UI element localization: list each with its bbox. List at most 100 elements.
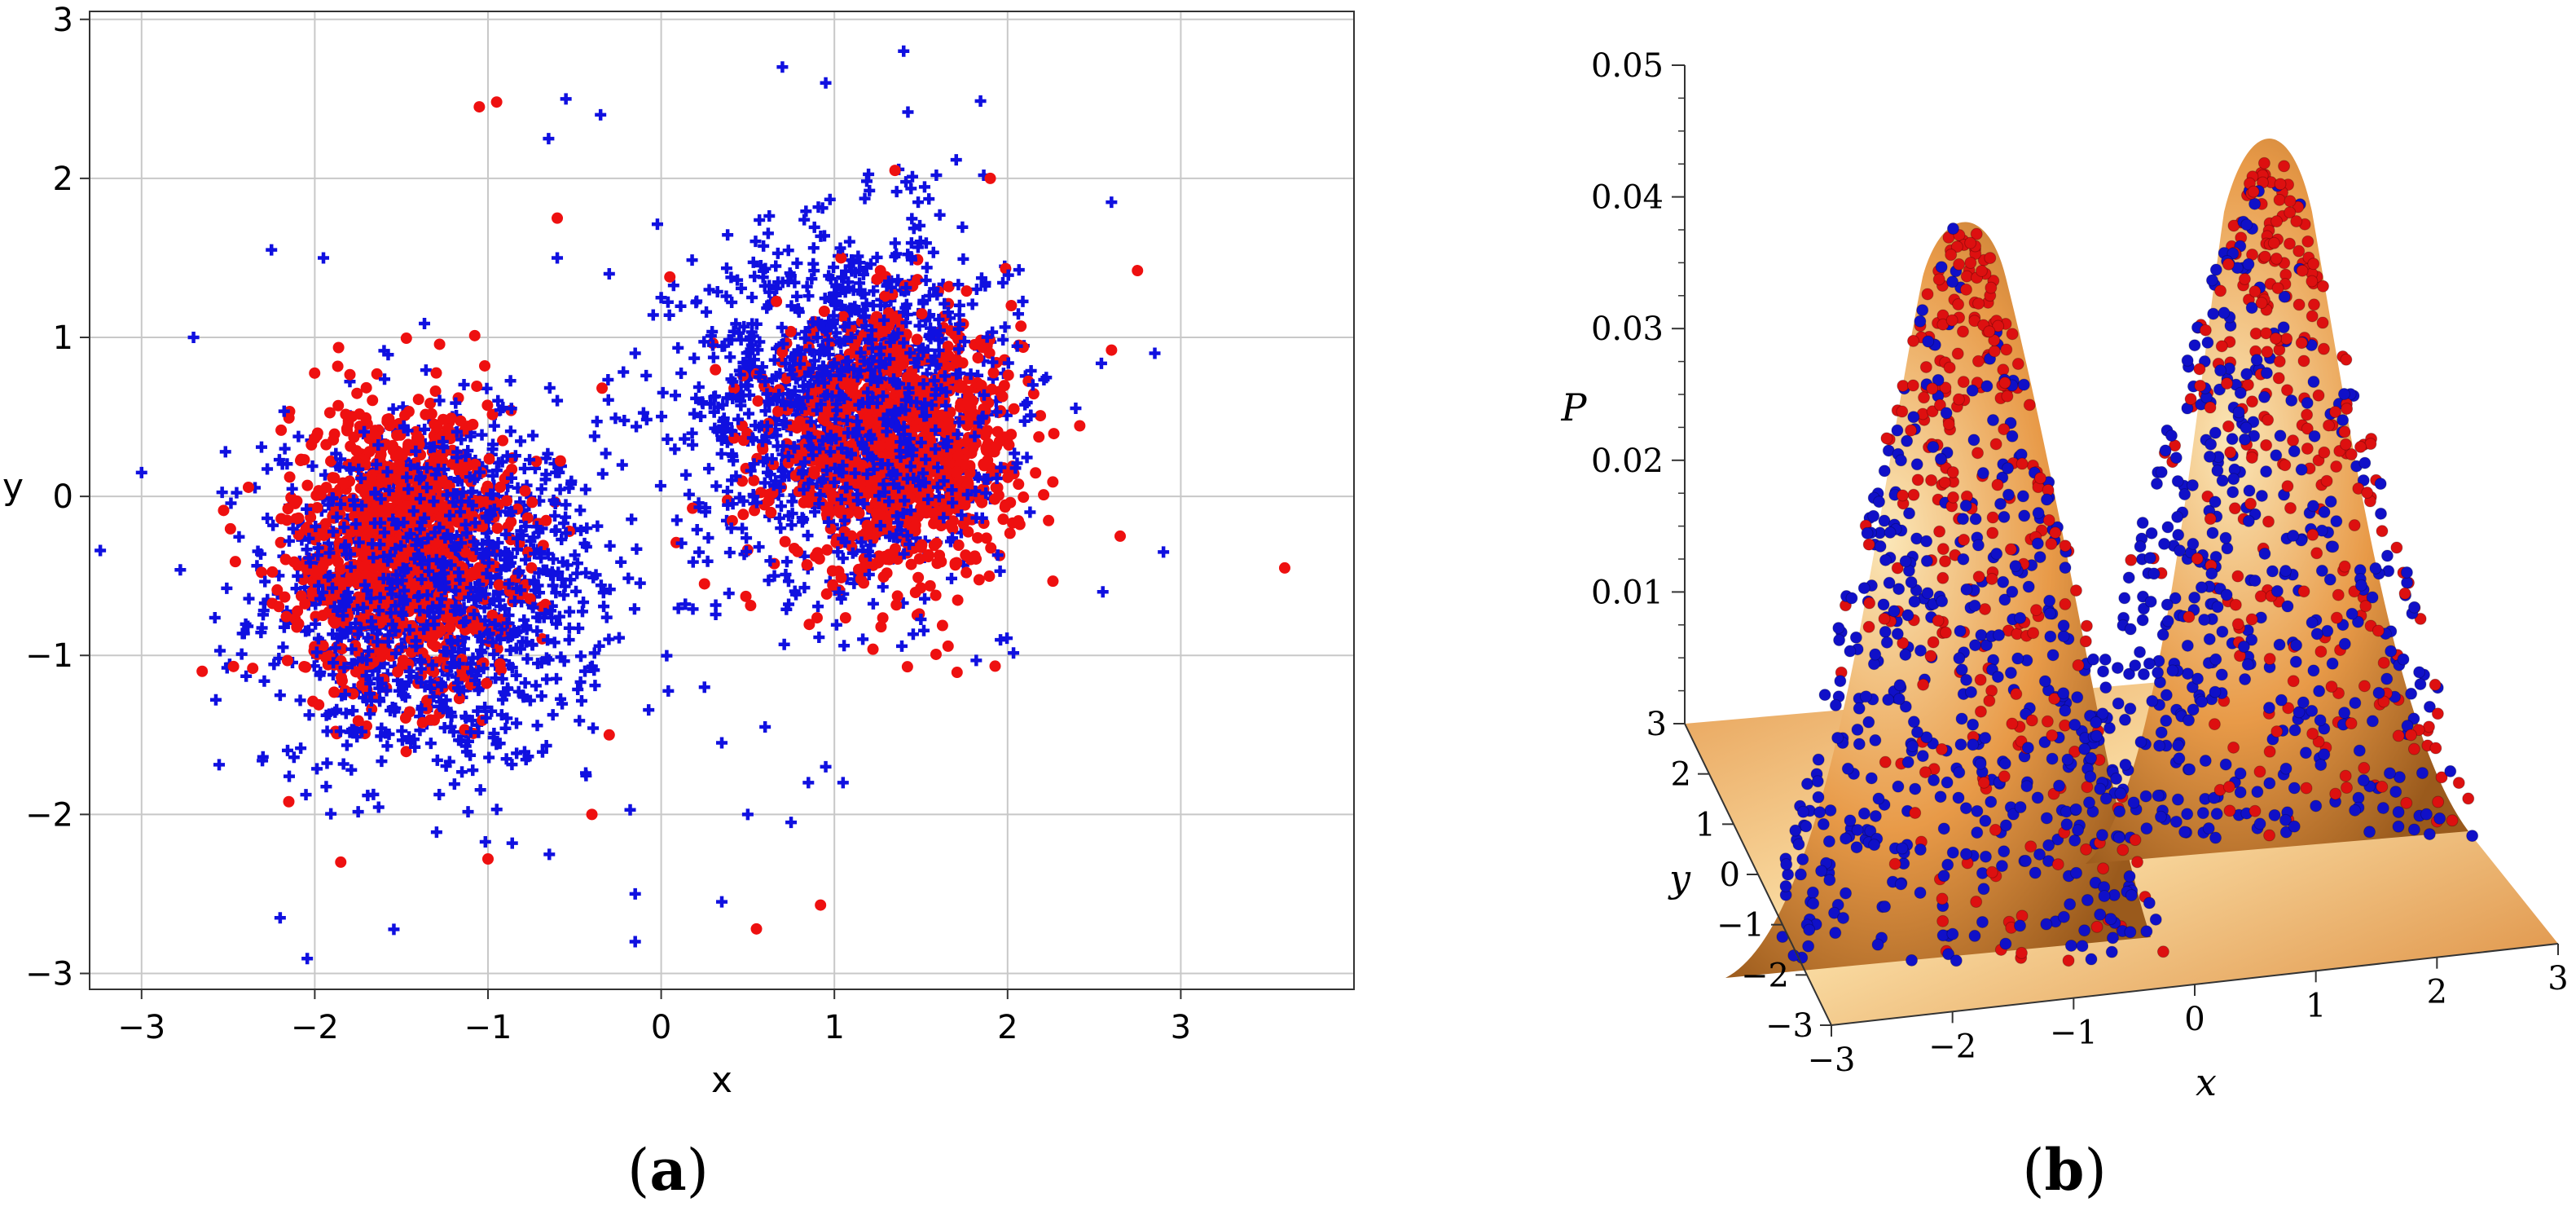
blue-plus-point [502, 559, 514, 571]
red-dot-point [872, 473, 884, 485]
blue-plus-point [468, 535, 480, 548]
blue-plus-point [848, 363, 860, 375]
y-tick-label: 3 [53, 2, 73, 39]
blue-plus-point [930, 424, 942, 436]
red-dot-point [497, 434, 509, 447]
blue-plus-point [338, 522, 350, 534]
blue-plus-point [574, 504, 587, 517]
blue-plus-point [552, 394, 564, 407]
blue-plus-point [312, 632, 324, 645]
blue-plus-point [726, 448, 738, 460]
blue-plus-point [711, 285, 723, 297]
blue-plus-point [930, 359, 943, 371]
blue-plus-point [793, 306, 805, 318]
blue-plus-point [547, 568, 559, 580]
blue-plus-point [853, 399, 865, 411]
blue-plus-point [812, 201, 824, 214]
red-dot-point [736, 475, 749, 487]
blue-plus-point [686, 427, 698, 439]
blue-plus-point [716, 896, 728, 908]
blue-plus-point [928, 375, 940, 387]
blue-plus-point [742, 380, 754, 392]
blue-plus-point [954, 368, 966, 380]
blue-plus-point [476, 429, 488, 441]
blue-plus-point [802, 777, 815, 789]
blue-plus-point [477, 550, 490, 562]
blue-plus-point [895, 451, 907, 463]
blue-plus-point [800, 205, 812, 218]
red-dot-point [737, 509, 750, 521]
blue-plus-point [722, 229, 734, 241]
red-dot-point [785, 325, 797, 337]
blue-plus-point [780, 416, 792, 429]
blue-plus-point [379, 373, 391, 385]
blue-plus-point [505, 505, 517, 517]
blue-plus-point [890, 186, 903, 198]
x-tick-label: −3 [117, 1009, 165, 1046]
blue-plus-point [255, 548, 267, 560]
red-dot-point [872, 324, 884, 337]
blue-plus-point [561, 559, 574, 571]
blue-plus-point [563, 482, 575, 495]
blue-plus-point [387, 513, 399, 526]
red-dot-point [483, 453, 495, 465]
blue-plus-point [437, 702, 449, 715]
y-tick-label: −3 [25, 955, 73, 993]
blue-plus-point [574, 715, 586, 727]
blue-plus-point [421, 482, 433, 494]
red-dot-point [890, 599, 903, 611]
blue-plus-point [898, 306, 910, 318]
red-dot-point [835, 252, 847, 264]
blue-plus-point [327, 657, 340, 669]
blue-plus-point [903, 387, 915, 399]
red-dot-point [196, 665, 209, 677]
blue-plus-point [591, 520, 604, 532]
blue-plus-point [603, 267, 615, 280]
blue-plus-point [533, 526, 545, 539]
blue-plus-point [382, 349, 394, 361]
blue-plus-point [939, 399, 952, 412]
blue-plus-point [410, 641, 422, 653]
blue-plus-point [303, 552, 315, 564]
red-dot-point [886, 288, 899, 301]
blue-plus-point [453, 734, 465, 746]
blue-plus-point [806, 273, 818, 285]
blue-plus-point [933, 344, 945, 356]
blue-plus-point [456, 766, 468, 778]
blue-plus-point [553, 610, 565, 623]
blue-plus-point [415, 573, 428, 585]
blue-plus-point [858, 498, 870, 510]
blue-plus-point [517, 689, 530, 702]
blue-plus-point [762, 466, 774, 478]
blue-plus-point [778, 638, 790, 650]
blue-plus-point [368, 517, 380, 529]
blue-plus-point [396, 575, 408, 587]
blue-plus-point [240, 670, 253, 682]
blue-plus-point [580, 767, 592, 779]
red-dot-point [1030, 467, 1042, 479]
red-dot-point [838, 526, 851, 538]
blue-plus-point [743, 407, 755, 420]
blue-plus-point [622, 572, 635, 584]
blue-plus-point [952, 428, 964, 440]
red-dot-point [803, 496, 815, 509]
blue-plus-point [878, 486, 890, 498]
red-dot-point [962, 478, 974, 490]
red-dot-point [298, 454, 310, 466]
red-dot-point [495, 481, 507, 493]
red-dot-point [877, 570, 890, 583]
blue-plus-point [259, 575, 271, 588]
blue-plus-point [691, 295, 703, 307]
blue-plus-point [874, 372, 886, 385]
blue-plus-point [529, 548, 541, 560]
blue-plus-point [843, 236, 855, 248]
blue-plus-point [398, 595, 410, 607]
y-tick-label: 0 [53, 478, 73, 516]
blue-plus-point [488, 648, 500, 660]
blue-plus-point [414, 523, 426, 535]
blue-plus-point [753, 541, 765, 553]
blue-plus-point [604, 583, 616, 596]
red-dot-point [939, 426, 952, 438]
blue-plus-point [321, 725, 333, 738]
red-dot-point [552, 212, 564, 224]
